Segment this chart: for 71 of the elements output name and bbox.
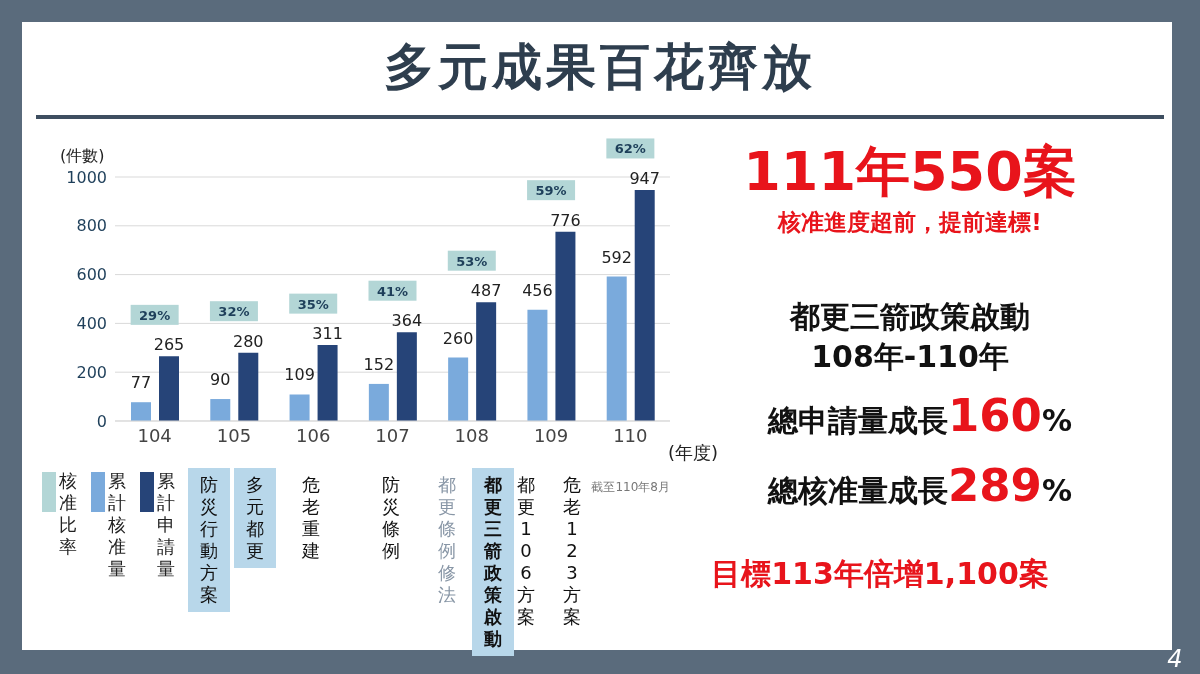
data-label: 456 (522, 280, 553, 300)
x-tick-label: 108 (454, 424, 489, 446)
text: 都更三箭政策啟動 (788, 298, 1031, 336)
data-label: 280 (233, 331, 264, 351)
y-tick-label: 200 (76, 362, 107, 382)
x-tick-label: 110 (613, 424, 648, 446)
annotation: 35% (297, 296, 329, 312)
text: 截至110年8月 (590, 480, 670, 495)
bar (448, 357, 469, 421)
text: 4 (1166, 644, 1184, 674)
data-label: 152 (363, 354, 395, 374)
y-tick-label: 400 (76, 314, 107, 334)
bar (238, 352, 259, 421)
bar (131, 402, 151, 421)
x-tick-label: 106 (296, 424, 331, 446)
text: 都更三箭政策啟動 (483, 474, 502, 650)
y-tick-label: 800 (76, 216, 107, 236)
x-tick-label: 105 (216, 424, 252, 446)
data-label: 311 (312, 324, 343, 344)
text: 111年550案 (742, 139, 1078, 205)
text: 總申請量成長160% (768, 389, 1072, 442)
bar (368, 383, 389, 421)
legend-label: 累計申請量 (157, 470, 175, 580)
text: 總核准量成長289% (768, 459, 1072, 512)
x-axis-title: (年度) (668, 441, 719, 465)
text: 防災條例 (381, 474, 400, 562)
bar (396, 332, 417, 421)
bar (527, 309, 548, 421)
data-label: 487 (470, 281, 502, 301)
y-tick-label: 0 (96, 411, 107, 431)
y-axis-title: (件數) (60, 146, 105, 167)
text: 危老123方案 (563, 474, 582, 628)
text: 多元都更 (245, 474, 264, 562)
data-label: 592 (601, 247, 632, 267)
x-tick-label: 104 (137, 424, 172, 446)
bar (210, 399, 231, 421)
text: 目標113年倍增1,100案 (710, 555, 1050, 593)
data-label: 364 (391, 311, 423, 331)
chart-title: 多元成果百花齊放 (383, 37, 817, 98)
x-tick-label: 107 (375, 424, 410, 446)
text: 核准比率 (59, 470, 77, 558)
y-tick-label: 600 (76, 265, 107, 285)
bar (159, 356, 179, 421)
text: 62% (614, 141, 646, 157)
data-label: 265 (153, 335, 185, 355)
annotation: 59% (535, 183, 567, 199)
annotation: 53% (456, 253, 488, 269)
annotation: 41% (376, 283, 409, 299)
data-label: 776 (550, 210, 581, 230)
annotation: 29% (139, 307, 171, 323)
data-label: 947 (629, 168, 660, 188)
text: 108年-110年 (810, 338, 1010, 376)
y-tick-label: 1000 (66, 167, 107, 187)
text: 都更條例修法 (437, 474, 456, 606)
data-label: 77 (130, 373, 152, 393)
legend-label: 累計核准量 (108, 470, 126, 580)
bar (289, 394, 310, 421)
text: 防災行動方案 (199, 474, 218, 606)
annotation: 32% (218, 304, 250, 320)
data-label: 260 (442, 328, 474, 348)
text: 都更106方案 (517, 474, 536, 628)
bar (606, 276, 627, 421)
data-label: 90 (210, 370, 231, 390)
text: 危老重建 (302, 474, 321, 562)
x-tick-label: 109 (533, 424, 569, 446)
bar (476, 302, 497, 421)
bar (317, 345, 338, 421)
bar (555, 231, 576, 421)
text: 核准進度超前，提前達標! (776, 208, 1043, 237)
data-label: 109 (284, 365, 315, 385)
bar (634, 189, 655, 421)
